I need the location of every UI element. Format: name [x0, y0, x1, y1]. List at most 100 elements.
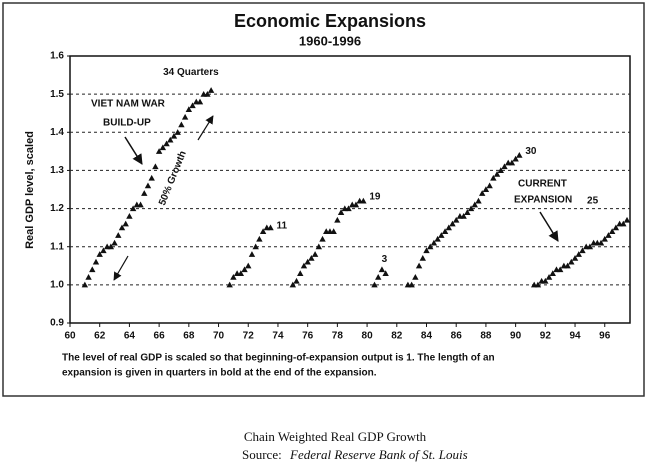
point: [81, 281, 89, 288]
point: [111, 239, 118, 246]
point: [297, 270, 304, 276]
point: [378, 266, 386, 273]
x-tick-label: 74: [272, 331, 284, 342]
point: [237, 270, 245, 276]
point: [597, 239, 605, 246]
y-tick-label: 1.4: [50, 127, 64, 138]
point: [308, 254, 315, 261]
point: [430, 239, 438, 246]
annotation: EXPANSION: [514, 195, 572, 206]
point: [334, 216, 341, 223]
point: [319, 235, 326, 242]
point: [259, 228, 267, 235]
point: [167, 136, 174, 143]
point: [360, 197, 367, 204]
y-tick-label: 0.9: [50, 318, 64, 329]
point: [475, 197, 482, 204]
point: [534, 281, 542, 288]
expansion-label: 11: [277, 220, 288, 231]
point: [207, 87, 215, 93]
point: [608, 228, 616, 235]
point: [170, 132, 178, 139]
plot-area: [69, 55, 631, 324]
point: [241, 266, 248, 273]
point: [196, 98, 204, 105]
point: [467, 205, 475, 212]
x-tick-label: 92: [540, 331, 552, 342]
point: [605, 232, 612, 238]
point: [185, 106, 193, 112]
x-tick-label: 96: [599, 331, 611, 342]
point: [568, 258, 575, 265]
annotation: CURRENT: [518, 179, 567, 190]
point: [371, 281, 378, 288]
point: [89, 266, 96, 273]
expansion-label: 19: [369, 192, 381, 203]
expansion-label: 34 Quarters: [163, 67, 219, 78]
point: [311, 251, 319, 257]
point: [516, 151, 523, 158]
point: [460, 213, 467, 219]
expansion-label: 30: [525, 146, 537, 157]
point: [564, 262, 571, 269]
point: [337, 209, 345, 215]
x-tick-label: 80: [362, 331, 374, 342]
point: [601, 235, 608, 242]
point: [100, 247, 107, 254]
point: [96, 251, 103, 257]
caption: Chain Weighted Real GDP Growth: [244, 429, 427, 444]
point: [226, 281, 233, 288]
point: [300, 262, 308, 269]
point: [144, 182, 152, 189]
x-tick-label: 62: [94, 331, 106, 342]
expansion-label: 3: [382, 254, 388, 265]
point: [612, 224, 620, 231]
point: [508, 159, 516, 166]
point: [181, 113, 189, 120]
x-tick-label: 66: [154, 331, 166, 342]
point: [579, 247, 586, 254]
point: [441, 228, 449, 235]
y-tick-label: 1.0: [50, 279, 64, 290]
point: [126, 213, 133, 219]
point: [85, 274, 92, 280]
point: [155, 148, 163, 154]
point: [408, 281, 415, 288]
x-tick-label: 78: [332, 331, 344, 342]
point: [412, 274, 419, 280]
x-tick-label: 84: [421, 331, 433, 342]
point: [545, 274, 553, 280]
point: [486, 182, 493, 189]
point: [556, 266, 564, 273]
x-tick-label: 72: [243, 331, 255, 342]
y-axis-label: Real GDP level, scaled: [24, 131, 36, 249]
point: [137, 201, 144, 208]
note-line: expansion is given in quarters in bold a…: [62, 368, 377, 379]
point: [189, 102, 196, 109]
arrow: [113, 255, 129, 281]
point: [252, 243, 259, 250]
point: [438, 232, 445, 238]
arrow: [539, 211, 559, 242]
y-tick-label: 1.3: [50, 165, 64, 176]
annotation: 50% Growth: [157, 149, 189, 207]
annotation: VIET NAM WAR: [91, 99, 166, 110]
point: [122, 220, 129, 227]
point: [159, 144, 167, 151]
point: [304, 258, 311, 265]
point: [542, 277, 549, 284]
point: [453, 216, 460, 223]
point: [479, 190, 486, 196]
arrow: [124, 136, 143, 165]
point: [293, 277, 300, 284]
point: [115, 232, 122, 238]
caption-source-label: Source:: [242, 447, 282, 462]
point: [623, 216, 631, 223]
x-tick-label: 82: [391, 331, 403, 342]
x-tick-label: 86: [451, 331, 463, 342]
caption-source: Federal Reserve Bank of St. Louis: [289, 447, 468, 462]
y-tick-label: 1.1: [50, 241, 64, 252]
point: [178, 121, 185, 128]
point: [248, 251, 256, 257]
y-tick-label: 1.2: [50, 203, 64, 214]
